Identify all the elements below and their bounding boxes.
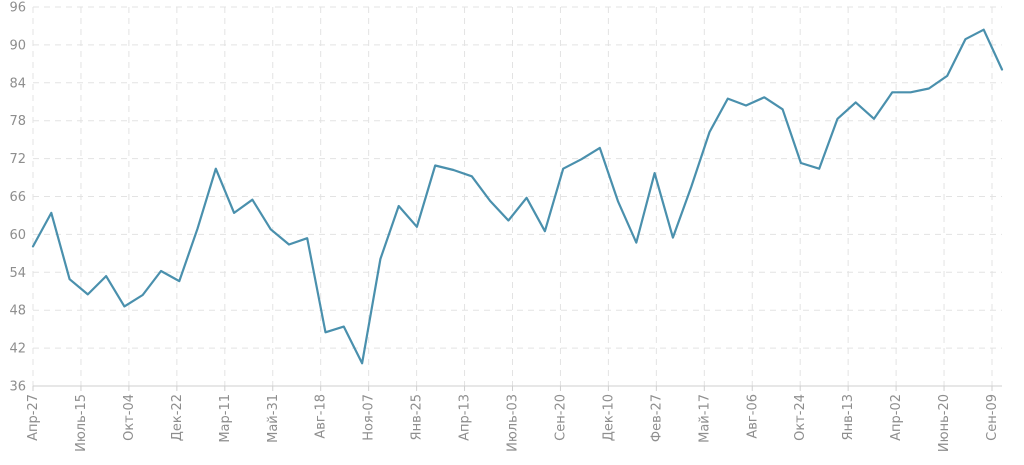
data-point	[945, 73, 950, 78]
data-point	[360, 361, 365, 366]
x-tick-label: Ноя-07	[362, 394, 377, 441]
data-point	[835, 116, 840, 121]
data-point	[780, 107, 785, 112]
x-tick-label: Окт-24	[793, 394, 808, 441]
data-point	[232, 210, 237, 215]
x-tick-label: Май-31	[266, 394, 281, 443]
data-point	[85, 292, 90, 297]
x-tick-label: Окт-04	[122, 394, 137, 441]
data-point	[323, 330, 328, 335]
y-tick-label: 48	[9, 304, 26, 319]
data-point	[542, 229, 547, 234]
x-tick-label: Июнь-20	[937, 394, 952, 452]
data-point	[67, 277, 72, 282]
data-point	[213, 166, 218, 171]
data-point	[561, 166, 566, 171]
data-point	[140, 293, 145, 298]
y-tick-label: 54	[9, 266, 26, 281]
y-tick-label: 60	[9, 228, 26, 243]
data-point	[250, 197, 255, 202]
data-point	[1000, 67, 1005, 72]
data-point	[177, 279, 182, 284]
data-point	[597, 145, 602, 150]
y-tick-label: 72	[9, 152, 26, 167]
data-point	[524, 195, 529, 200]
data-point	[305, 236, 310, 241]
data-point	[451, 167, 456, 172]
data-point	[670, 235, 675, 240]
x-tick-label: Дек-10	[601, 394, 616, 441]
y-tick-label: 66	[9, 190, 26, 205]
data-point	[286, 242, 291, 247]
data-point	[744, 103, 749, 108]
data-point	[725, 96, 730, 101]
series	[31, 27, 1005, 366]
x-tick-label: Апр-02	[889, 394, 904, 441]
data-point	[195, 226, 200, 231]
data-point	[469, 174, 474, 179]
data-point	[689, 185, 694, 190]
data-point	[926, 86, 931, 91]
axes	[32, 385, 1002, 391]
x-tick-label: Фев-27	[649, 394, 664, 442]
data-point	[963, 37, 968, 42]
data-point	[908, 90, 913, 95]
x-tick-label: Янв-13	[841, 394, 856, 440]
y-tick-label: 42	[9, 342, 26, 357]
x-tick-label: Дек-22	[170, 394, 185, 441]
data-point	[817, 166, 822, 171]
x-tick-label: Авг-18	[314, 394, 329, 439]
data-point	[488, 198, 493, 203]
x-tick-label: Янв-25	[410, 394, 425, 440]
y-tick-label: 96	[9, 1, 26, 16]
data-point	[122, 304, 127, 309]
y-tick-label: 84	[9, 76, 26, 91]
x-tick-label: Апр-13	[458, 394, 473, 441]
data-point	[31, 244, 36, 249]
x-tick-label: Июль-03	[506, 394, 521, 452]
data-point	[652, 171, 657, 176]
data-point	[853, 100, 858, 105]
x-tick-label: Сен-09	[985, 394, 1000, 441]
x-tick-label: Май-17	[697, 394, 712, 443]
x-tick-label: Сен-20	[553, 394, 568, 441]
x-tick-label: Апр-27	[26, 394, 41, 441]
data-point	[890, 90, 895, 95]
data-point	[579, 157, 584, 162]
x-tick-label: Мар-11	[218, 394, 233, 443]
data-point	[268, 227, 273, 232]
data-point	[378, 257, 383, 262]
data-point	[506, 218, 511, 223]
x-tick-label: Июль-15	[74, 394, 89, 452]
data-point	[396, 203, 401, 208]
data-point	[341, 324, 346, 329]
data-point	[414, 224, 419, 229]
data-point	[49, 210, 54, 215]
data-point	[616, 199, 621, 204]
data-point	[707, 130, 712, 135]
data-point	[798, 161, 803, 166]
y-tick-label: 36	[9, 380, 26, 395]
data-point	[634, 240, 639, 245]
data-point	[872, 116, 877, 121]
data-point	[762, 95, 767, 100]
tick-labels: 36 42 48 54 60 66 72 78 84 90 96 Апр-27 Июль-15 Окт-0…	[9, 1, 1000, 453]
y-tick-label: 78	[9, 114, 26, 129]
data-point	[981, 27, 986, 32]
data-point	[158, 269, 163, 274]
y-tick-label: 90	[9, 38, 26, 53]
data-point	[104, 274, 109, 279]
series-line	[31, 28, 1004, 365]
data-point	[433, 163, 438, 168]
grid	[32, 6, 1002, 387]
x-tick-label: Авг-06	[745, 394, 760, 439]
